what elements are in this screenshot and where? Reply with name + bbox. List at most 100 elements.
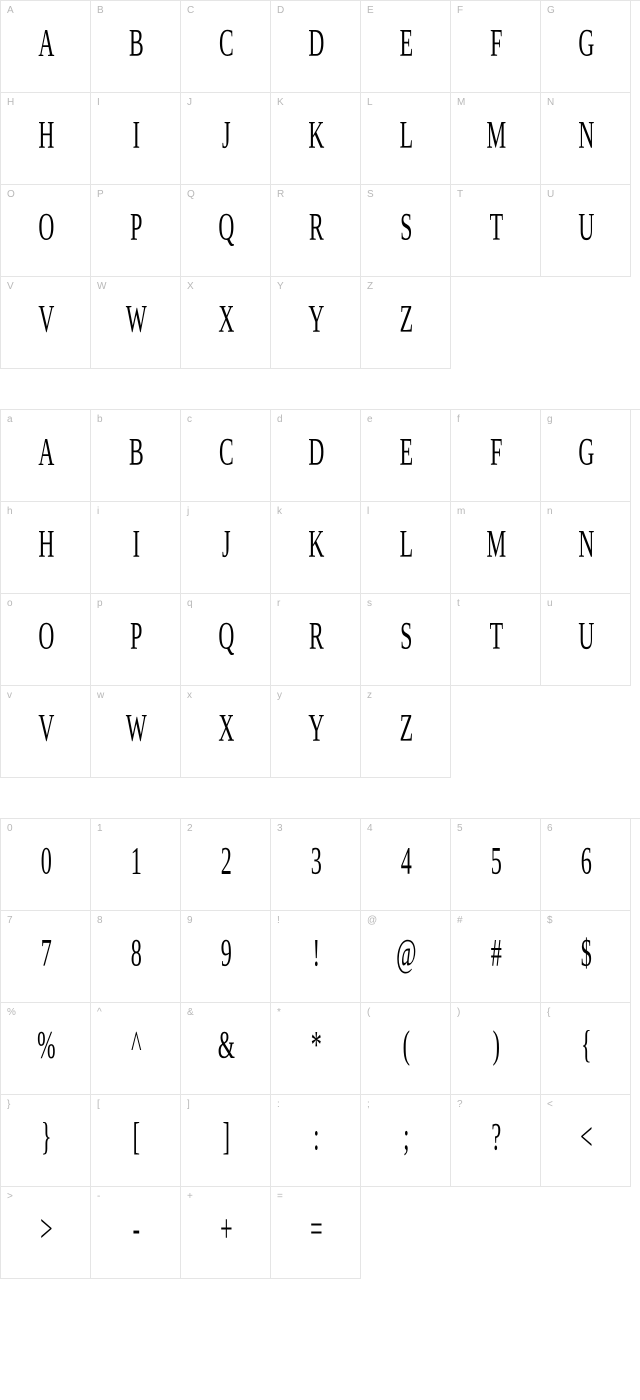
cell-glyph: 8 [130, 932, 140, 976]
cell-label: J [187, 97, 192, 108]
glyph-cell: >> [1, 1187, 91, 1279]
cell-glyph: B [128, 431, 142, 475]
glyph-grid: aAbBcCdDeEfFgGhHiIjJkKlLmMnNoOpPqQrRsStT… [0, 409, 640, 778]
glyph-cell: == [271, 1187, 361, 1279]
glyph-cell: AA [1, 1, 91, 93]
cell-glyph: $ [580, 932, 590, 976]
cell-glyph: H [38, 523, 53, 567]
glyph-cell: [[ [91, 1095, 181, 1187]
cell-glyph: 7 [40, 932, 50, 976]
cell-glyph: V [38, 298, 53, 342]
glyph-cell: VV [1, 277, 91, 369]
cell-glyph: F [490, 22, 502, 66]
cell-label: ? [457, 1099, 463, 1110]
cell-label: H [7, 97, 14, 108]
cell-glyph: Q [218, 206, 233, 250]
glyph-cell: FF [451, 1, 541, 93]
cell-glyph: % [37, 1024, 55, 1068]
cell-label: X [187, 281, 194, 292]
cell-label: z [367, 690, 372, 701]
cell-glyph: M [486, 523, 505, 567]
cell-label: { [547, 1007, 550, 1018]
cell-label: ! [277, 915, 280, 926]
cell-glyph: Z [399, 298, 412, 342]
glyph-cell: ZZ [361, 277, 451, 369]
cell-label: c [187, 414, 192, 425]
cell-glyph: J [222, 523, 230, 567]
glyph-cell: 11 [91, 819, 181, 911]
glyph-cell: 22 [181, 819, 271, 911]
cell-glyph: R [308, 615, 322, 659]
glyph-cell: ?? [451, 1095, 541, 1187]
cell-label: Y [277, 281, 284, 292]
cell-glyph: 0 [40, 840, 50, 884]
cell-glyph: = [310, 1208, 322, 1252]
cell-glyph: 5 [490, 840, 500, 884]
cell-label: E [367, 5, 374, 16]
cell-label: a [7, 414, 13, 425]
glyph-cell: (( [361, 1003, 451, 1095]
glyph-cell: EE [361, 1, 451, 93]
cell-label: g [547, 414, 553, 425]
cell-label: x [187, 690, 192, 701]
glyph-cell: $$ [541, 911, 631, 1003]
glyph-cell: cC [181, 410, 271, 502]
cell-glyph: ? [491, 1116, 500, 1160]
cell-label: } [7, 1099, 10, 1110]
glyph-cell: !! [271, 911, 361, 1003]
glyph-cell: dD [271, 410, 361, 502]
cell-glyph: ] [222, 1116, 229, 1160]
cell-label: A [7, 5, 14, 16]
cell-label: ; [367, 1099, 370, 1110]
glyph-cell: 44 [361, 819, 451, 911]
glyph-cell: NN [541, 93, 631, 185]
glyph-cell: ;; [361, 1095, 451, 1187]
cell-glyph: I [132, 523, 139, 567]
cell-glyph: D [308, 22, 323, 66]
glyph-cell: ]] [181, 1095, 271, 1187]
cell-label: C [187, 5, 194, 16]
cell-label: k [277, 506, 282, 517]
glyph-cell: @@ [361, 911, 451, 1003]
cell-glyph: P [130, 615, 142, 659]
glyph-cell: TT [451, 185, 541, 277]
glyph-cell: lL [361, 502, 451, 594]
cell-glyph: I [132, 114, 139, 158]
cell-label: B [97, 5, 104, 16]
cell-label: @ [367, 915, 377, 926]
cell-glyph: 2 [220, 840, 230, 884]
cell-label: S [367, 189, 374, 200]
glyph-cell: kK [271, 502, 361, 594]
glyph-cell: 77 [1, 911, 91, 1003]
cell-glyph: 1 [130, 840, 140, 884]
cell-label: * [277, 1007, 281, 1018]
cell-label: ) [457, 1007, 460, 1018]
cell-label: 6 [547, 823, 553, 834]
cell-label: K [277, 97, 284, 108]
cell-label: # [457, 915, 463, 926]
glyph-cell: YY [271, 277, 361, 369]
cell-glyph: H [38, 114, 53, 158]
cell-glyph: E [399, 431, 412, 475]
cell-glyph: L [399, 523, 412, 567]
glyph-cell: GG [541, 1, 631, 93]
glyph-cell: aA [1, 410, 91, 502]
glyph-cell: LL [361, 93, 451, 185]
cell-label: N [547, 97, 554, 108]
cell-glyph: V [38, 707, 53, 751]
cell-glyph: U [578, 615, 593, 659]
glyph-cell: 55 [451, 819, 541, 911]
cell-glyph: } [41, 1116, 51, 1160]
glyph-cell: oO [1, 594, 91, 686]
cell-glyph: L [399, 114, 412, 158]
cell-glyph: > [40, 1208, 52, 1252]
glyph-cell: ** [271, 1003, 361, 1095]
section-lowercase: aAbBcCdDeEfFgGhHiIjJkKlLmMnNoOpPqQrRsStT… [0, 409, 640, 778]
cell-glyph: K [308, 523, 323, 567]
cell-label: 4 [367, 823, 373, 834]
glyph-cell: ++ [181, 1187, 271, 1279]
glyph-cell: bB [91, 410, 181, 502]
glyph-cell: fF [451, 410, 541, 502]
cell-glyph: Z [399, 707, 412, 751]
cell-glyph: N [578, 114, 593, 158]
